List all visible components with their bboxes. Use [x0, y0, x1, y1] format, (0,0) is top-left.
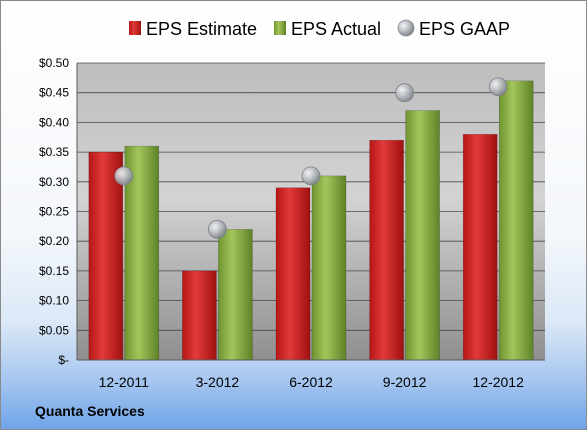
legend-label-estimate: EPS Estimate [146, 19, 257, 39]
legend-label-gaap: EPS GAAP [419, 19, 510, 39]
x-tick-label: 3-2012 [196, 374, 240, 390]
y-tick-label: $0.35 [39, 145, 69, 159]
bar-eps-estimate [182, 270, 217, 361]
x-axis-ticks: 12-2011 3-2012 6-2012 9-2012 12-2012 [99, 374, 524, 390]
gaap-points [114, 77, 508, 239]
legend-marker-gaap [397, 19, 415, 37]
bar-eps-estimate [88, 151, 124, 361]
y-tick-label: $0.15 [39, 264, 69, 278]
x-tick-label: 12-2012 [473, 374, 525, 390]
bar-eps-actual [498, 80, 534, 361]
legend-label-actual: EPS Actual [291, 19, 381, 39]
y-tick-label: $0.25 [39, 205, 69, 219]
point-eps-gaap [207, 219, 227, 239]
x-tick-label: 6-2012 [289, 374, 333, 390]
bar-eps-actual [311, 175, 347, 361]
legend-marker-estimate [129, 21, 141, 35]
y-tick-label: $0.40 [39, 115, 69, 129]
legend: EPS Estimate EPS Actual EPS GAAP [129, 19, 510, 39]
y-tick-label: $0.30 [39, 175, 69, 189]
bar-eps-actual [405, 110, 440, 361]
bar-eps-estimate [462, 133, 498, 361]
bar-eps-actual [218, 229, 253, 361]
y-tick-label: $0.10 [39, 294, 69, 308]
y-tick-label: $0.20 [39, 234, 69, 248]
company-name: Quanta Services [35, 403, 145, 419]
x-tick-label: 12-2011 [99, 374, 150, 390]
point-eps-gaap [488, 77, 508, 97]
point-eps-gaap [395, 83, 415, 103]
point-eps-gaap [301, 166, 321, 186]
legend-marker-actual [274, 21, 286, 35]
y-axis-ticks: $- $0.05 $0.10 $0.15 $0.20 $0.25 $0.30 $0.35 $0.… [39, 56, 69, 367]
y-tick-label: $0.05 [39, 323, 69, 337]
y-tick-label: $0.45 [39, 86, 69, 100]
bar-eps-estimate [369, 139, 404, 361]
y-tick-label: $- [58, 353, 69, 367]
x-tick-label: 9-2012 [383, 374, 427, 390]
y-tick-label: $0.50 [39, 56, 69, 70]
bar-eps-estimate [275, 187, 311, 361]
point-eps-gaap [114, 166, 134, 186]
